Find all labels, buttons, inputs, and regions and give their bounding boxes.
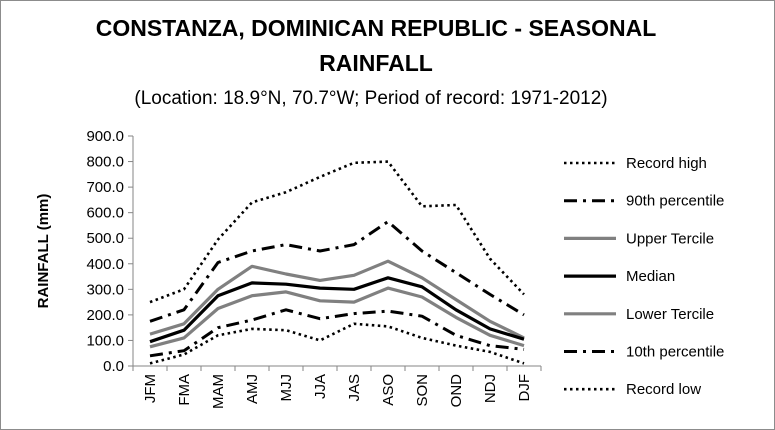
series-line-10th-percentile xyxy=(149,308,525,358)
legend: Record high 90th percentile Upper Tercile M… xyxy=(564,155,724,398)
legend-label-median: Median xyxy=(626,268,675,285)
x-tick-label: SON xyxy=(414,374,431,407)
x-tick-label: JJA xyxy=(312,374,329,399)
y-tick-labels: 0.0 100.0 200.0 300.0 400.0 500.0 600.0 700.0 80… xyxy=(86,128,124,375)
legend-label-upper-tercile: Upper Tercile xyxy=(626,230,714,247)
y-tick-label: 0.0 xyxy=(103,358,124,375)
legend-label-record-high: Record high xyxy=(626,155,707,172)
y-tick-label: 100.0 xyxy=(86,332,124,349)
legend-label-90th-percentile: 90th percentile xyxy=(626,193,724,210)
y-tick-label: 700.0 xyxy=(86,179,124,196)
x-tick-label: AMJ xyxy=(244,374,261,404)
y-tick-label: 800.0 xyxy=(86,154,124,171)
chart-title-line1: CONSTANZA, DOMINICAN REPUBLIC - SEASONAL xyxy=(96,15,657,41)
series-line-90th-percentile xyxy=(149,220,525,323)
y-tick-label: 500.0 xyxy=(86,230,124,247)
x-tick-label: OND xyxy=(448,374,465,408)
series-line-lower-tercile xyxy=(149,286,525,349)
x-tick-label: JFM xyxy=(142,374,159,403)
x-tick-label: MJJ xyxy=(278,374,295,402)
series-line-record-low xyxy=(149,322,525,365)
y-tick-label: 600.0 xyxy=(86,205,124,222)
legend-label-record-low: Record low xyxy=(626,381,701,398)
series-lines xyxy=(149,160,525,365)
series-line-median xyxy=(149,276,525,344)
x-tick-label: JAS xyxy=(346,374,363,402)
y-tick-label: 900.0 xyxy=(86,128,124,145)
series-line-record-high xyxy=(149,160,525,304)
x-tick-label: NDJ xyxy=(482,374,499,403)
x-tick-label: MAM xyxy=(210,374,227,409)
y-axis-label: RAINFALL (mm) xyxy=(35,194,52,309)
x-tick-labels: JFM FMA MAM AMJ MJJ JJA JAS ASO SON OND NDJ DJF xyxy=(142,374,533,409)
y-tick-label: 200.0 xyxy=(86,307,124,324)
series-line-upper-tercile xyxy=(149,259,525,340)
y-tick-label: 300.0 xyxy=(86,281,124,298)
x-tick-label: FMA xyxy=(176,374,193,406)
x-tick-label: DJF xyxy=(516,374,533,402)
y-tick-label: 400.0 xyxy=(86,256,124,273)
x-tick-label: ASO xyxy=(380,374,397,406)
chart-title-line2: RAINFALL xyxy=(319,50,433,76)
axes xyxy=(128,135,542,371)
legend-label-10th-percentile: 10th percentile xyxy=(626,344,724,361)
chart-subtitle: (Location: 18.9°N, 70.7°W; Period of rec… xyxy=(134,88,607,109)
legend-label-lower-tercile: Lower Tercile xyxy=(626,306,714,323)
